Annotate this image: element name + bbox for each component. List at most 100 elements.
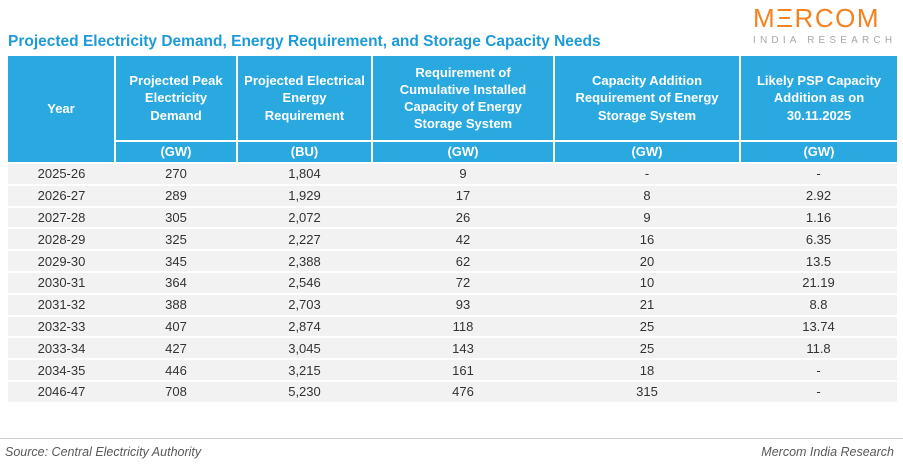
table-cell: 2,703 (237, 293, 372, 317)
table-cell: 3,045 (237, 337, 372, 361)
table-cell: 2027-28 (8, 206, 115, 230)
table-cell: 364 (115, 271, 237, 295)
table-cell: 8 (554, 184, 740, 208)
data-table-wrap: Year Projected Peak Electricity Demand Pro… (8, 56, 897, 404)
table-cell: 2026-27 (8, 184, 115, 208)
page-title: Projected Electricity Demand, Energy Req… (8, 33, 601, 50)
table-cell: 5,230 (237, 380, 372, 404)
table-cell: - (740, 380, 897, 404)
table-row: 2026-27 289 1,929 17 8 2.92 (8, 184, 897, 208)
table-cell: 6.35 (740, 228, 897, 252)
unit-header: (BU) (237, 141, 373, 164)
table-cell: 118 (372, 315, 554, 339)
unit-header: (GW) (115, 141, 238, 164)
table-row: 2031-32 388 2,703 93 21 8.8 (8, 293, 897, 317)
table-cell: 25 (554, 337, 740, 361)
table-cell: 2028-29 (8, 228, 115, 252)
table-cell: 2025-26 (8, 163, 115, 186)
table-cell: 9 (554, 206, 740, 230)
table-body: 2025-26 270 1,804 9- -2026-27 289 1,929 17 8 2.92… (8, 163, 897, 404)
unit-header-row: (GW) (BU) (GW) (GW) (GW) (8, 141, 897, 164)
table-row: 2046-47 708 5,230 476 315- (8, 380, 897, 404)
table-cell: 21 (554, 293, 740, 317)
table-row: 2030-31 364 2,546 72 10 21.19 (8, 271, 897, 295)
table-header-row: Year Projected Peak Electricity Demand Pro… (8, 56, 897, 164)
table-cell: 2032-33 (8, 315, 115, 339)
mercom-logo-wordmark: MΞRCOM (753, 3, 880, 33)
table-cell: 2030-31 (8, 271, 115, 295)
table-cell: 427 (115, 337, 237, 361)
table-cell: - (554, 163, 740, 186)
table-cell: 93 (372, 293, 554, 317)
table-cell: 2033-34 (8, 337, 115, 361)
table-cell: 161 (372, 359, 554, 382)
table-cell: 11.8 (740, 337, 897, 361)
column-header: Projected Electrical Energy Requirement (237, 56, 373, 142)
table-cell: 1.16 (740, 206, 897, 230)
table-cell: 325 (115, 228, 237, 252)
unit-header: (GW) (740, 141, 897, 164)
table-cell: 20 (554, 250, 740, 273)
table-cell: 42 (372, 228, 554, 252)
table-cell: 2,227 (237, 228, 372, 252)
footer: Source: Central Electricity Authority Me… (0, 438, 903, 469)
table-header: Year Projected Peak Electricity Demand Pro… (8, 56, 897, 164)
column-header: Capacity Addition Requirement of Energy … (554, 56, 741, 142)
table-cell: 2,546 (237, 271, 372, 295)
table-cell: 25 (554, 315, 740, 339)
table-cell: 16 (554, 228, 740, 252)
table-cell: 2031-32 (8, 293, 115, 317)
column-header: Requirement of Cumulative Installed Capa… (372, 56, 555, 142)
table-cell: 143 (372, 337, 554, 361)
table-cell: 13.5 (740, 250, 897, 273)
table-cell: 9 (372, 163, 554, 186)
table-cell: 2,072 (237, 206, 372, 230)
table-cell: 21.19 (740, 271, 897, 295)
table-cell: 345 (115, 250, 237, 273)
column-header: Likely PSP Capacity Addition as on 30.11… (740, 56, 897, 142)
table-cell: 708 (115, 380, 237, 404)
table-cell: - (740, 163, 897, 186)
table-cell: 2034-35 (8, 359, 115, 382)
table-cell: 2.92 (740, 184, 897, 208)
table-cell: 10 (554, 271, 740, 295)
table-cell: 2,874 (237, 315, 372, 339)
table-cell: 1,929 (237, 184, 372, 208)
attribution-note: Mercom India Research (761, 445, 894, 459)
table-row: 2033-34 427 3,045 143 25 11.8 (8, 337, 897, 361)
table-cell: 388 (115, 293, 237, 317)
mercom-logo: MΞRCOM INDIA RESEARCH (753, 3, 897, 47)
table-cell: 8.8 (740, 293, 897, 317)
table-cell: 315 (554, 380, 740, 404)
table-cell: 3,215 (237, 359, 372, 382)
table-row: 2027-28 305 2,072 26 9 1.16 (8, 206, 897, 230)
unit-header: (GW) (554, 141, 741, 164)
table-cell: 2029-30 (8, 250, 115, 273)
table-cell: 2,388 (237, 250, 372, 273)
table-cell: 18 (554, 359, 740, 382)
table-cell: 26 (372, 206, 554, 230)
table-cell: 407 (115, 315, 237, 339)
table-row: 2032-33 407 2,874 118 25 13.74 (8, 315, 897, 339)
table-row: 2025-26 270 1,804 9- - (8, 163, 897, 186)
table-row: 2028-29 325 2,227 42 16 6.35 (8, 228, 897, 252)
mercom-logo-subtitle: INDIA RESEARCH (753, 35, 897, 47)
table-row: 2029-30 345 2,388 62 20 13.5 (8, 250, 897, 273)
table-cell: 289 (115, 184, 237, 208)
table-cell: 62 (372, 250, 554, 273)
column-header: Year (8, 56, 116, 164)
column-header: Projected Peak Electricity Demand (115, 56, 238, 142)
table-cell: 13.74 (740, 315, 897, 339)
table-cell: 1,804 (237, 163, 372, 186)
unit-header: (GW) (372, 141, 555, 164)
data-table: Year Projected Peak Electricity Demand Pro… (8, 56, 897, 404)
table-cell: - (740, 359, 897, 382)
table-cell: 305 (115, 206, 237, 230)
table-cell: 476 (372, 380, 554, 404)
table-row: 2034-35 446 3,215 161 18- (8, 359, 897, 382)
table-cell: 446 (115, 359, 237, 382)
table-cell: 17 (372, 184, 554, 208)
source-note: Source: Central Electricity Authority (5, 445, 202, 459)
table-cell: 2046-47 (8, 380, 115, 404)
